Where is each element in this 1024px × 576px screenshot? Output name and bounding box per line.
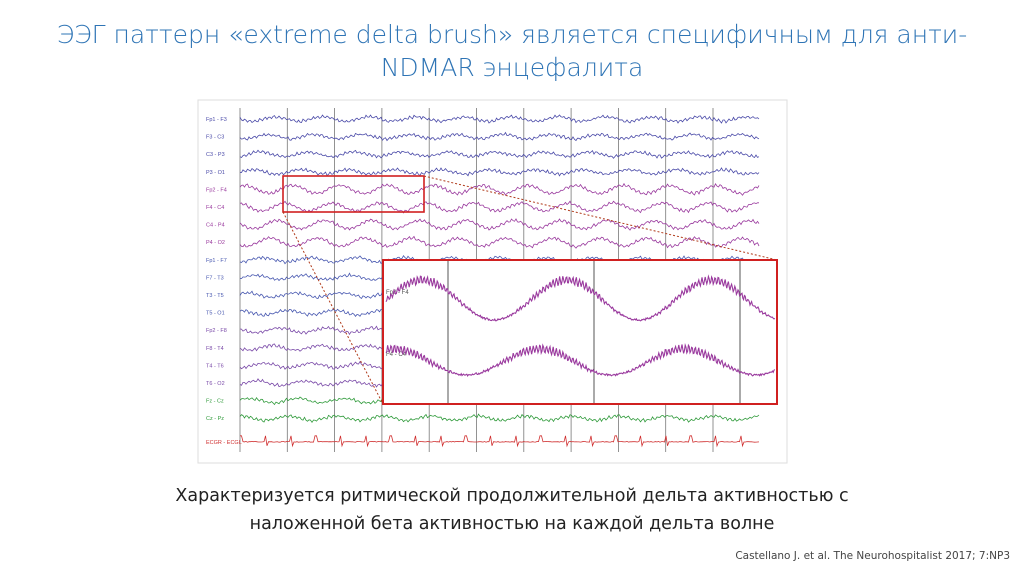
channel-label: Fp2 - F4: [206, 187, 227, 193]
title-line: ЭЭГ паттерн «extreme delta brush» являет…: [56, 20, 968, 49]
caption: Характеризуется ритмической продолжитель…: [0, 482, 1024, 538]
eeg-trace: [240, 435, 760, 448]
channel-label: F7 - T3: [206, 275, 224, 281]
eeg-trace: [239, 149, 760, 159]
channel-label: Cz - Pz: [206, 416, 224, 422]
slide-title: ЭЭГ паттерн «extreme delta brush» являет…: [0, 18, 1024, 84]
eeg-trace: [239, 114, 760, 124]
inset-trace: [385, 343, 776, 378]
channel-label: T3 - T5: [206, 293, 224, 299]
eeg-trace: [239, 131, 760, 142]
channel-label: C3 - P3: [206, 152, 225, 158]
channel-label: ECGR - ECGL: [206, 440, 242, 446]
title-line: NDMAR энцефалита: [380, 53, 644, 82]
channel-label: T6 - O2: [206, 381, 225, 387]
inset-channel-label: Fp2 - F4: [386, 290, 409, 296]
eeg-trace: [239, 218, 760, 231]
inset-channel-label: F4 - C4: [386, 352, 407, 358]
channel-label: F8 - T4: [206, 346, 224, 352]
channel-label: C4 - P4: [206, 223, 225, 229]
channel-label: Fz - Cz: [206, 399, 224, 405]
channel-label: F3 - C3: [206, 135, 224, 141]
citation: Castellano J. et al. The Neurohospitalis…: [735, 550, 1010, 562]
eeg-trace: [239, 413, 760, 424]
channel-label: Fp2 - F8: [206, 328, 227, 334]
eeg-trace: [239, 235, 760, 249]
eeg-trace: [239, 182, 760, 196]
caption-line: наложенной бета активностью на каждой де…: [249, 514, 775, 534]
eeg-trace: [239, 167, 760, 177]
channel-label: T5 - O1: [206, 311, 225, 317]
inset-trace: [385, 274, 776, 322]
caption-line: Характеризуется ритмической продолжитель…: [175, 486, 849, 506]
channel-label: P4 - O2: [206, 240, 225, 246]
channel-label: P3 - O1: [206, 170, 225, 176]
inset-box: [382, 259, 778, 405]
highlight-box: [282, 175, 425, 213]
eeg-trace: [239, 200, 759, 214]
channel-label: Fp1 - F7: [206, 258, 227, 264]
channel-label: F4 - C4: [206, 205, 224, 211]
zoom-line: [282, 211, 384, 405]
eeg-inset: Fp2 - F4 F4 - C4: [385, 260, 776, 404]
channel-label: Fp1 - F3: [206, 117, 227, 123]
channel-label: T4 - T6: [206, 363, 224, 369]
zoom-line: [423, 175, 778, 261]
